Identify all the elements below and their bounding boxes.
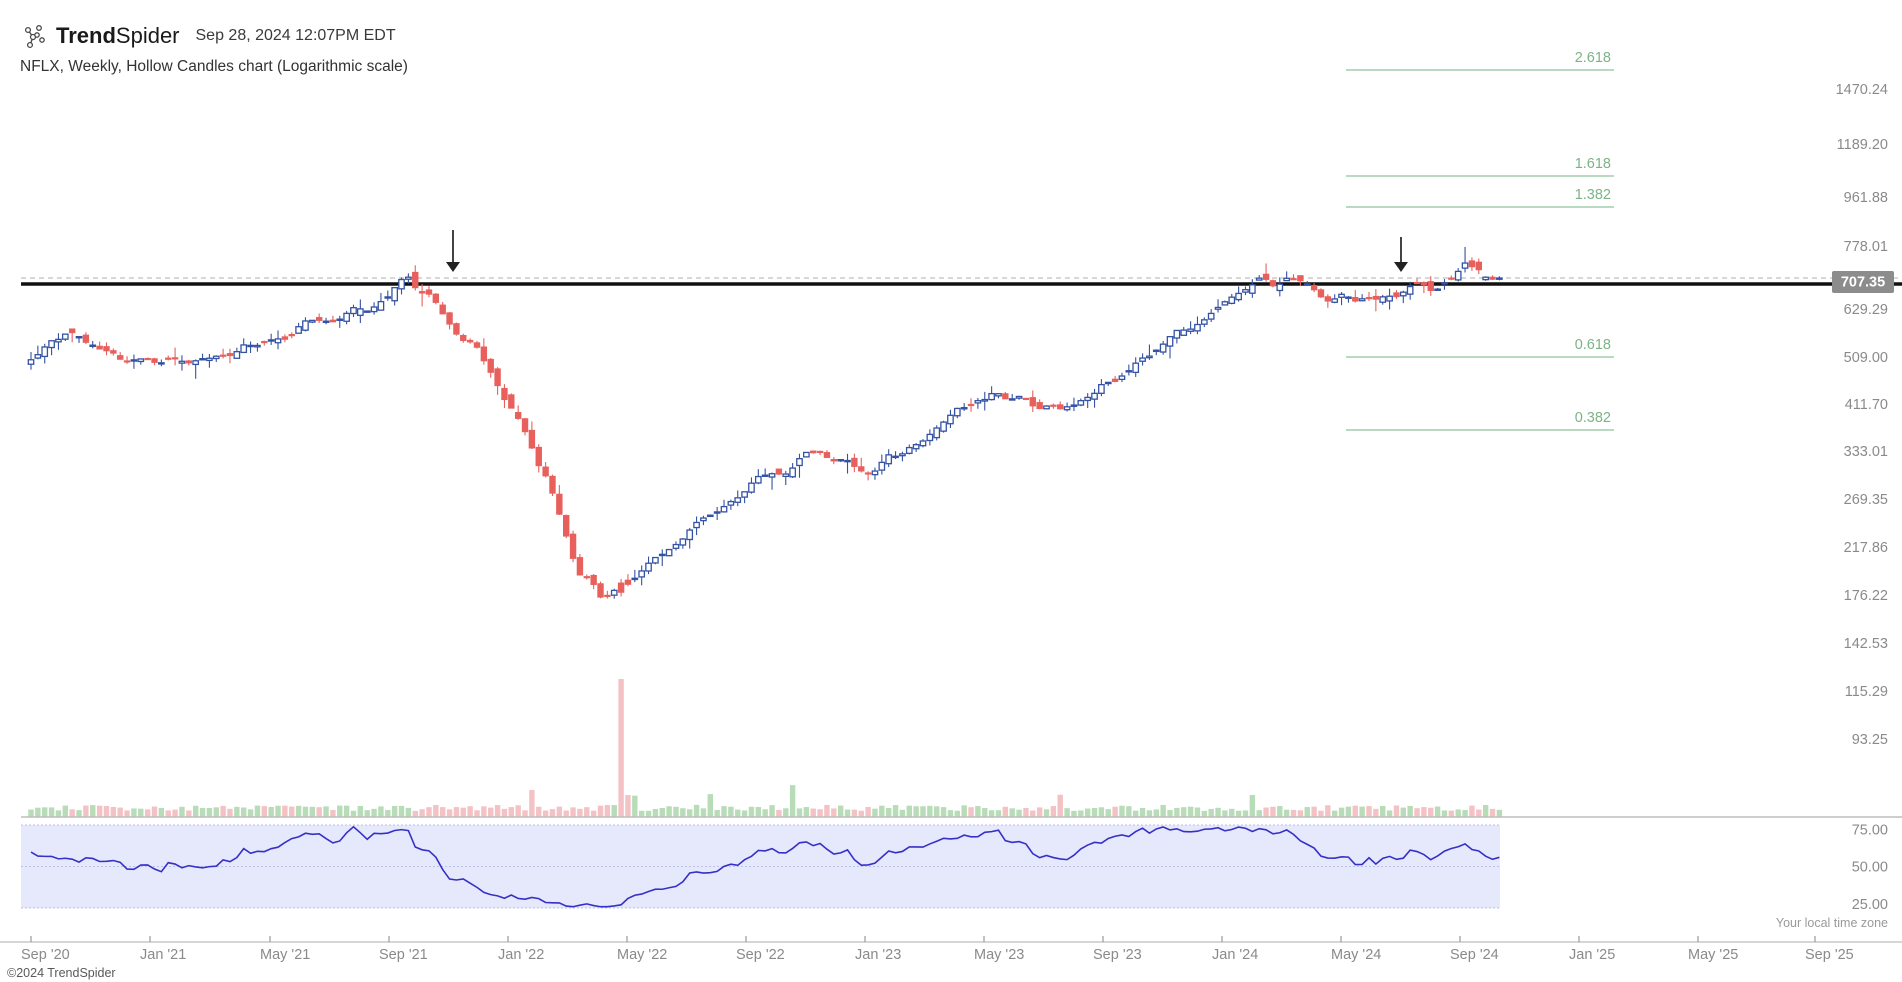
svg-text:May '22: May '22 (617, 947, 667, 963)
svg-text:Jan '21: Jan '21 (140, 947, 186, 963)
svg-text:Sep '24: Sep '24 (1450, 947, 1499, 963)
svg-text:707.35: 707.35 (1841, 275, 1885, 291)
svg-text:629.29: 629.29 (1844, 302, 1888, 318)
svg-text:115.29: 115.29 (1845, 684, 1888, 700)
svg-text:Sep '25: Sep '25 (1805, 947, 1854, 963)
svg-text:509.00: 509.00 (1844, 350, 1888, 366)
svg-text:Jan '24: Jan '24 (1212, 947, 1258, 963)
svg-text:Sep '23: Sep '23 (1093, 947, 1142, 963)
svg-text:May '23: May '23 (974, 947, 1024, 963)
svg-text:93.25: 93.25 (1852, 732, 1888, 748)
svg-text:25.00: 25.00 (1852, 897, 1888, 913)
svg-text:May '21: May '21 (260, 947, 310, 963)
svg-text:Sep '21: Sep '21 (379, 947, 428, 963)
svg-text:142.53: 142.53 (1844, 636, 1888, 652)
svg-text:1189.20: 1189.20 (1837, 137, 1888, 153)
svg-text:75.00: 75.00 (1852, 822, 1888, 838)
svg-text:2.618: 2.618 (1575, 50, 1611, 66)
svg-text:176.22: 176.22 (1844, 588, 1888, 604)
svg-text:1470.24: 1470.24 (1836, 82, 1888, 98)
svg-text:0.618: 0.618 (1575, 337, 1611, 353)
svg-text:Jan '25: Jan '25 (1569, 947, 1615, 963)
svg-text:Jan '22: Jan '22 (498, 947, 544, 963)
svg-text:1.382: 1.382 (1575, 187, 1611, 203)
svg-text:411.70: 411.70 (1845, 397, 1888, 413)
svg-text:333.01: 333.01 (1844, 444, 1888, 460)
svg-text:0.382: 0.382 (1575, 410, 1611, 426)
svg-text:1.618: 1.618 (1575, 156, 1611, 172)
svg-text:Sep '22: Sep '22 (736, 947, 785, 963)
svg-text:Sep '20: Sep '20 (21, 947, 70, 963)
svg-text:50.00: 50.00 (1852, 860, 1888, 876)
svg-text:961.88: 961.88 (1844, 190, 1888, 206)
svg-text:269.35: 269.35 (1844, 492, 1888, 508)
svg-text:Jan '23: Jan '23 (855, 947, 901, 963)
svg-text:Your local time zone: Your local time zone (1776, 916, 1888, 930)
svg-text:May '25: May '25 (1688, 947, 1738, 963)
svg-text:May '24: May '24 (1331, 947, 1381, 963)
svg-text:778.01: 778.01 (1844, 239, 1888, 255)
svg-text:217.86: 217.86 (1844, 540, 1888, 556)
